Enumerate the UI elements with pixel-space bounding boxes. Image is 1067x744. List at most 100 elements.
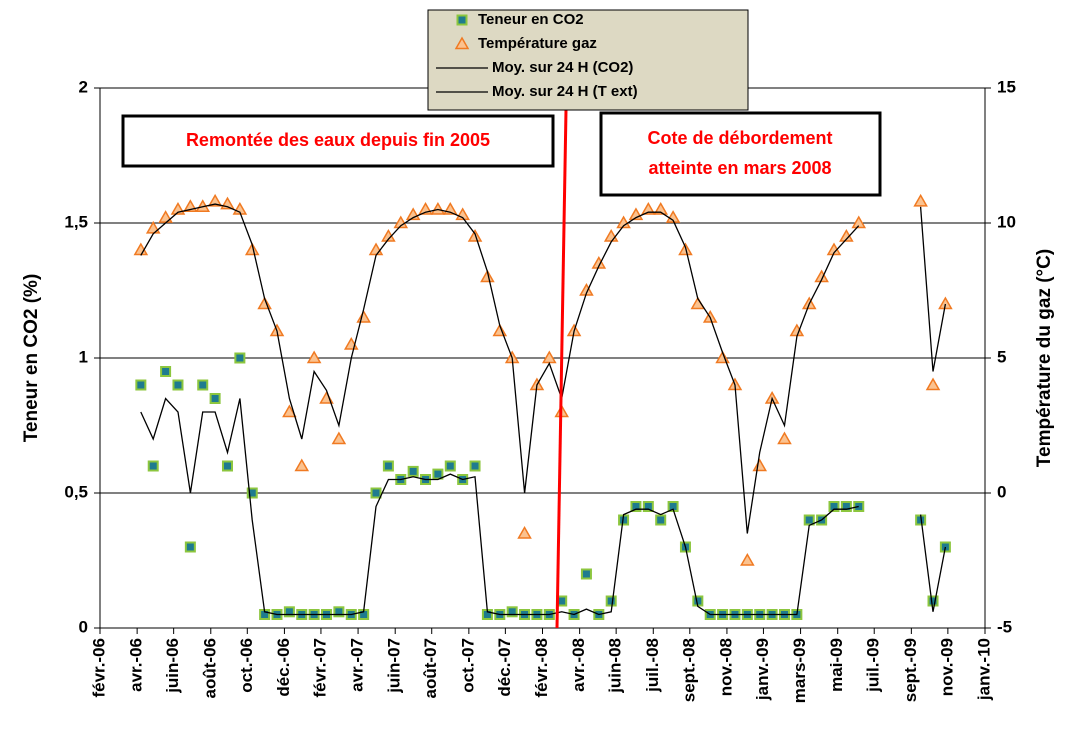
x-tick-label: janv.-09 — [753, 638, 772, 701]
y-tick-label: 0,5 — [64, 482, 88, 501]
marker — [221, 460, 233, 472]
x-tick-label: août-07 — [421, 638, 440, 698]
marker — [630, 501, 642, 512]
marker — [454, 36, 470, 50]
legend-label: Teneur en CO2 — [478, 11, 584, 28]
marker — [927, 595, 939, 607]
marker — [382, 460, 394, 472]
marker — [641, 201, 656, 215]
marker — [605, 595, 617, 607]
y-axis-title: Teneur en CO2 (%) — [21, 274, 42, 443]
marker — [642, 501, 654, 512]
annotation-box — [599, 111, 882, 197]
marker — [333, 606, 345, 618]
marker — [331, 431, 347, 445]
x-tick-label: août-06 — [200, 638, 219, 698]
x-tick-label: avr.-07 — [348, 638, 367, 692]
marker — [158, 210, 173, 223]
legend-box — [427, 9, 749, 111]
marker — [803, 514, 815, 526]
marker — [580, 568, 592, 580]
y2-tick-label: 10 — [997, 212, 1016, 231]
line — [140, 397, 947, 616]
marker — [655, 514, 667, 526]
legend-label: Moy. sur 24 H (CO2) — [492, 59, 633, 76]
x-tick-label: déc.-06 — [274, 638, 293, 697]
marker — [517, 525, 532, 539]
y2-tick-label: -5 — [997, 617, 1012, 636]
x-tick-label: févr.-07 — [310, 638, 329, 698]
x-tick-label: nov.-09 — [937, 638, 956, 696]
annotation: Cote de débordement — [647, 128, 832, 148]
annotation-box — [121, 114, 555, 168]
y2-axis-title: Température du gaz (°C) — [1034, 249, 1055, 467]
legend: Teneur en CO2 Température gaz Moy. sur 24 … — [427, 9, 749, 111]
marker — [828, 501, 840, 512]
marker — [430, 201, 446, 215]
y-tick-label: 0 — [79, 617, 88, 636]
y-tick-label: 1,5 — [64, 212, 88, 231]
x-tick-label: juin-08 — [606, 638, 625, 694]
marker — [197, 379, 209, 391]
legend-label: Moy. sur 24 H (T ext) — [492, 83, 638, 100]
x-tick-label: sept.-09 — [901, 638, 920, 702]
marker — [145, 220, 161, 234]
x-tick-label: oct.-06 — [237, 638, 256, 693]
marker — [407, 465, 419, 477]
x-tick-label: mai-09 — [827, 638, 846, 692]
y2-tick-label: 0 — [997, 482, 1006, 501]
x-tick-label: janv.-10 — [974, 638, 993, 701]
marker — [616, 215, 631, 229]
x-tick-label: avr.-06 — [127, 638, 146, 692]
marker — [432, 468, 444, 480]
x-tick-label: oct.-07 — [458, 638, 477, 693]
marker — [283, 606, 295, 618]
marker — [938, 296, 953, 310]
y2-tick-label: 5 — [997, 347, 1006, 366]
x-tick-label: juin-07 — [385, 638, 404, 694]
y-tick-label: 1 — [79, 347, 88, 366]
marker — [925, 377, 941, 391]
marker — [306, 350, 322, 364]
x-tick-label: sept.-08 — [679, 638, 698, 702]
marker — [444, 460, 456, 472]
marker — [356, 309, 371, 323]
y2-tick-label: 15 — [997, 77, 1016, 96]
marker — [653, 201, 668, 215]
x-tick-label: nov.-08 — [716, 638, 735, 696]
annotation: Remontée des eaux depuis fin 2005 — [186, 130, 490, 150]
marker — [913, 193, 928, 207]
marker — [246, 487, 258, 499]
event-line — [555, 109, 568, 629]
marker — [244, 242, 260, 256]
annotation: atteinte en mars 2008 — [648, 158, 831, 178]
marker — [853, 501, 865, 512]
marker — [591, 255, 607, 269]
marker — [851, 215, 867, 229]
marker — [282, 404, 297, 418]
x-tick-label: déc.-07 — [495, 638, 514, 697]
marker — [370, 487, 382, 499]
legend-label: Température gaz — [478, 35, 597, 52]
marker — [294, 458, 310, 472]
plot: 0 0,5 1 1,5 2 -5 0 5 10 15 févr.-06 avr.-06 juin-06 a… — [64, 77, 1016, 703]
x-tick-label: mars-09 — [790, 638, 809, 703]
marker — [542, 350, 557, 364]
marker — [393, 215, 409, 229]
x-tick-label: juin-06 — [163, 638, 182, 694]
marker — [147, 460, 159, 472]
marker — [234, 352, 246, 364]
x-tick-label: juil.-08 — [643, 638, 662, 693]
marker — [209, 393, 221, 404]
marker — [777, 431, 792, 445]
y-tick-label: 2 — [79, 77, 88, 96]
marker — [480, 269, 495, 283]
marker — [469, 460, 481, 472]
marker — [456, 14, 468, 26]
marker — [740, 552, 755, 566]
marker — [184, 541, 196, 553]
marker — [160, 366, 172, 377]
marker — [506, 606, 518, 618]
marker — [172, 379, 184, 391]
